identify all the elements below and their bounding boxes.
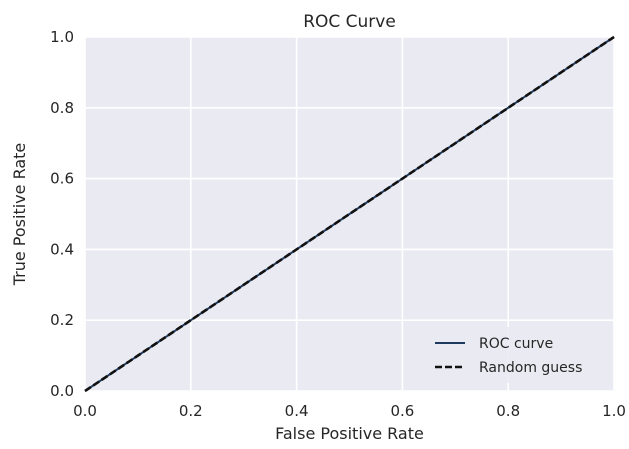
x-tick-label-4: 0.8 [496, 402, 520, 420]
chart-title: ROC Curve [303, 12, 396, 32]
grid-lines [84, 36, 615, 392]
legend-label-random-guess: Random guess [479, 360, 582, 376]
x-axis-label: False Positive Rate [275, 424, 424, 443]
y-tick-label-3: 0.6 [50, 170, 74, 188]
x-tick-label-0: 0.0 [73, 402, 97, 420]
y-tick-label-1: 0.2 [50, 311, 74, 329]
x-tick-label-1: 0.2 [179, 402, 203, 420]
legend: ROC curve Random guess [423, 327, 607, 383]
x-tick-label-2: 0.4 [285, 402, 309, 420]
y-axis-label: True Positive Rate [10, 143, 29, 287]
legend-label-roc-curve: ROC curve [479, 336, 553, 352]
x-tick-label-3: 0.6 [390, 402, 414, 420]
legend-box [423, 327, 607, 383]
y-tick-label-4: 0.8 [50, 99, 74, 117]
y-tick-label-5: 1.0 [50, 28, 74, 46]
y-tick-label-2: 0.4 [50, 240, 74, 258]
series-line-random-guess [84, 35, 615, 393]
series-layer [84, 35, 615, 393]
y-tick-labels: 0.0 0.2 0.4 0.6 0.8 1.0 [50, 28, 74, 400]
x-tick-labels: 0.0 0.2 0.4 0.6 0.8 1.0 [73, 402, 626, 420]
x-tick-label-5: 1.0 [602, 402, 626, 420]
y-tick-label-0: 0.0 [50, 382, 74, 400]
